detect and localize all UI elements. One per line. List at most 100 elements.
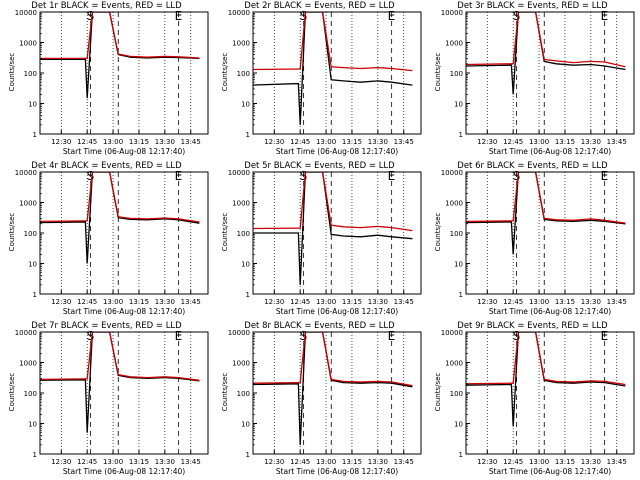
x-tick-label: 13:00 bbox=[316, 138, 336, 146]
y-tick-label: 1 bbox=[33, 451, 37, 459]
series-events bbox=[466, 12, 626, 95]
x-tick-label: 13:30 bbox=[581, 298, 601, 306]
plot-frame bbox=[39, 171, 209, 295]
series-lld bbox=[253, 12, 413, 72]
panel-title: Det 4r BLACK = Events, RED = LLD bbox=[31, 161, 182, 171]
y-tick-label: 1000 bbox=[19, 40, 37, 48]
detector-panel-1: S E 1 10 100 1000 10000 12:30 12:45 13:00 13:15 13:… bbox=[0, 0, 213, 160]
y-tick-label: 1 bbox=[459, 291, 463, 299]
detector-panel-9: S E 1 10 100 1000 10000 12:30 12:45 13:00 13:15 13:… bbox=[426, 320, 639, 480]
panel-title: Det 3r BLACK = Events, RED = LLD bbox=[457, 1, 608, 11]
x-tick-label: 13:15 bbox=[342, 298, 362, 306]
detector-panel-2: S E 1 10 100 1000 10000 12:30 12:45 13:00 13:15 13:… bbox=[213, 0, 426, 160]
lightcurve-plot: S E 1 10 100 1000 10000 12:30 12:45 13:00 13:15 13:… bbox=[441, 169, 635, 306]
marker-label: S bbox=[87, 9, 95, 23]
y-tick-label: 10000 bbox=[15, 9, 37, 17]
x-tick-label: 12:30 bbox=[477, 298, 497, 306]
marker-label: E bbox=[601, 9, 609, 23]
detector-panel-4: S E 1 10 100 1000 10000 12:30 12:45 13:00 13:15 13:… bbox=[0, 160, 213, 320]
x-tick-label: 12:45 bbox=[290, 138, 310, 146]
detector-panel-8: S E 1 10 100 1000 10000 12:30 12:45 13:00 13:15 13:… bbox=[213, 320, 426, 480]
y-tick-label: 1 bbox=[33, 291, 37, 299]
plot-frame bbox=[465, 11, 635, 135]
series-events bbox=[40, 172, 200, 264]
lightcurve-plot: S E 1 10 100 1000 10000 12:30 12:45 13:00 13:15 13:… bbox=[15, 9, 209, 146]
y-tick-label: 100 bbox=[24, 390, 37, 398]
x-axis-label: Start Time (06-Aug-08 12:17:40) bbox=[488, 467, 612, 476]
lightcurve-plot: S E 1 10 100 1000 10000 12:30 12:45 13:00 13:15 13:… bbox=[228, 9, 422, 146]
y-tick-label: 1000 bbox=[232, 40, 250, 48]
y-tick-label: 100 bbox=[237, 390, 250, 398]
x-tick-label: 13:00 bbox=[529, 138, 549, 146]
y-tick-label: 10 bbox=[241, 421, 250, 429]
plot-frame bbox=[465, 171, 635, 295]
panel-title: Det 2r BLACK = Events, RED = LLD bbox=[244, 1, 395, 11]
y-tick-label: 1000 bbox=[445, 40, 463, 48]
marker-label: E bbox=[388, 329, 396, 343]
panel-title: Det 7r BLACK = Events, RED = LLD bbox=[31, 321, 182, 331]
detector-panel-7: S E 1 10 100 1000 10000 12:30 12:45 13:00 13:15 13:… bbox=[0, 320, 213, 480]
y-tick-label: 1 bbox=[246, 451, 250, 459]
x-tick-label: 13:45 bbox=[607, 138, 627, 146]
marker-label: E bbox=[601, 329, 609, 343]
series-lld bbox=[253, 172, 413, 232]
x-tick-label: 13:45 bbox=[607, 298, 627, 306]
x-tick-label: 12:45 bbox=[77, 458, 97, 466]
series-events bbox=[253, 172, 413, 285]
series-events bbox=[40, 332, 200, 433]
x-tick-label: 13:15 bbox=[555, 458, 575, 466]
marker-label: S bbox=[87, 169, 95, 183]
x-axis-label: Start Time (06-Aug-08 12:17:40) bbox=[62, 467, 186, 476]
x-axis-label: Start Time (06-Aug-08 12:17:40) bbox=[62, 307, 186, 316]
x-tick-label: 13:45 bbox=[607, 458, 627, 466]
x-tick-label: 13:00 bbox=[529, 298, 549, 306]
marker-label: E bbox=[175, 9, 183, 23]
lightcurve-plot: S E 1 10 100 1000 10000 12:30 12:45 13:00 13:15 13:… bbox=[228, 329, 422, 466]
plot-frame bbox=[252, 11, 422, 135]
x-tick-label: 13:00 bbox=[529, 458, 549, 466]
y-tick-label: 10000 bbox=[15, 169, 37, 177]
y-axis-label: Counts/sec bbox=[8, 212, 16, 252]
y-tick-label: 10 bbox=[241, 261, 250, 269]
x-tick-label: 13:45 bbox=[181, 138, 201, 146]
series-events bbox=[466, 172, 626, 255]
y-tick-label: 10000 bbox=[228, 329, 250, 337]
marker-label: S bbox=[513, 329, 521, 343]
lightcurve-plot: S E 1 10 100 1000 10000 12:30 12:45 13:00 13:15 13:… bbox=[441, 329, 635, 466]
x-tick-label: 12:30 bbox=[477, 458, 497, 466]
y-tick-label: 1000 bbox=[19, 360, 37, 368]
x-axis-label: Start Time (06-Aug-08 12:17:40) bbox=[275, 467, 399, 476]
x-tick-label: 12:30 bbox=[264, 298, 284, 306]
x-tick-label: 13:30 bbox=[155, 138, 175, 146]
y-tick-label: 100 bbox=[450, 390, 463, 398]
y-tick-label: 10 bbox=[454, 261, 463, 269]
series-lld bbox=[466, 332, 626, 386]
x-tick-label: 13:15 bbox=[342, 138, 362, 146]
y-tick-label: 1 bbox=[246, 291, 250, 299]
x-tick-label: 12:30 bbox=[264, 458, 284, 466]
y-tick-label: 10 bbox=[28, 261, 37, 269]
x-tick-label: 13:30 bbox=[581, 138, 601, 146]
x-tick-label: 12:45 bbox=[77, 298, 97, 306]
x-axis-label: Start Time (06-Aug-08 12:17:40) bbox=[275, 147, 399, 156]
y-axis-label: Counts/sec bbox=[221, 52, 229, 92]
panel-title: Det 8r BLACK = Events, RED = LLD bbox=[244, 321, 395, 331]
x-tick-label: 13:00 bbox=[316, 458, 336, 466]
detector-panel-3: S E 1 10 100 1000 10000 12:30 12:45 13:00 13:15 13:… bbox=[426, 0, 639, 160]
x-tick-label: 12:30 bbox=[51, 298, 71, 306]
marker-label: S bbox=[513, 169, 521, 183]
y-axis-label: Counts/sec bbox=[434, 52, 442, 92]
series-lld bbox=[466, 172, 626, 224]
x-tick-label: 13:15 bbox=[129, 138, 149, 146]
plot-frame bbox=[39, 331, 209, 455]
marker-label: E bbox=[175, 329, 183, 343]
lightcurve-plot: S E 1 10 100 1000 10000 12:30 12:45 13:00 13:15 13:… bbox=[15, 329, 209, 466]
x-tick-label: 12:45 bbox=[503, 458, 523, 466]
x-tick-label: 13:45 bbox=[394, 298, 414, 306]
y-tick-label: 1000 bbox=[19, 200, 37, 208]
marker-label: S bbox=[300, 9, 308, 23]
y-tick-label: 1000 bbox=[445, 200, 463, 208]
x-tick-label: 12:45 bbox=[290, 298, 310, 306]
x-tick-label: 13:15 bbox=[129, 458, 149, 466]
